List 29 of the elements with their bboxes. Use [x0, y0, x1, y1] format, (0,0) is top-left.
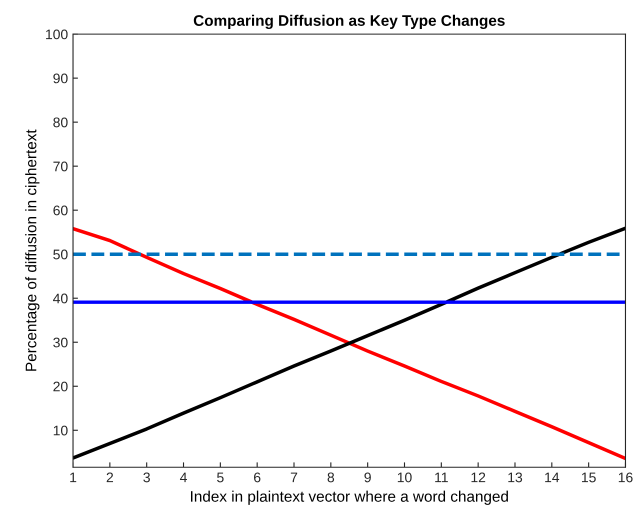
x-tick-label: 9 [364, 472, 371, 482]
y-tick-label: 40 [53, 294, 68, 304]
x-tick-label: 10 [398, 472, 412, 482]
x-tick-label: 1 [70, 472, 76, 482]
x-tick-label: 15 [582, 472, 596, 482]
x-tick-label: 6 [254, 472, 260, 482]
x-tick-label: 12 [471, 472, 486, 482]
y-tick-label: 80 [53, 117, 68, 128]
x-tick-label: 8 [328, 472, 334, 482]
y-tick-label: 70 [53, 162, 68, 172]
y-tick-label: 50 [53, 250, 68, 260]
x-tick-label: 13 [508, 472, 522, 482]
y-axis-title: Percentage of diffusion in ciphertext [25, 129, 40, 371]
x-tick-label: 16 [618, 472, 633, 482]
x-tick-label: 4 [180, 472, 187, 482]
y-tick-label: 90 [53, 73, 68, 84]
x-tick-label: 14 [545, 472, 560, 482]
x-tick-label: 3 [143, 472, 150, 482]
x-tick-label: 11 [435, 472, 448, 482]
y-tick-label: 100 [46, 29, 68, 40]
y-tick-label: 10 [54, 426, 68, 436]
x-axis-title: Index in plaintext vector where a word changed [191, 490, 508, 505]
x-tick-label: 7 [290, 472, 298, 482]
chart-title: Comparing Diffusion as Key Type Changes [194, 14, 505, 30]
x-tick-label: 5 [217, 472, 224, 482]
y-tick-label: 20 [53, 382, 68, 392]
y-tick-label: 60 [53, 206, 68, 216]
x-tick-label: 2 [106, 472, 114, 482]
y-tick-label: 30 [53, 338, 68, 348]
